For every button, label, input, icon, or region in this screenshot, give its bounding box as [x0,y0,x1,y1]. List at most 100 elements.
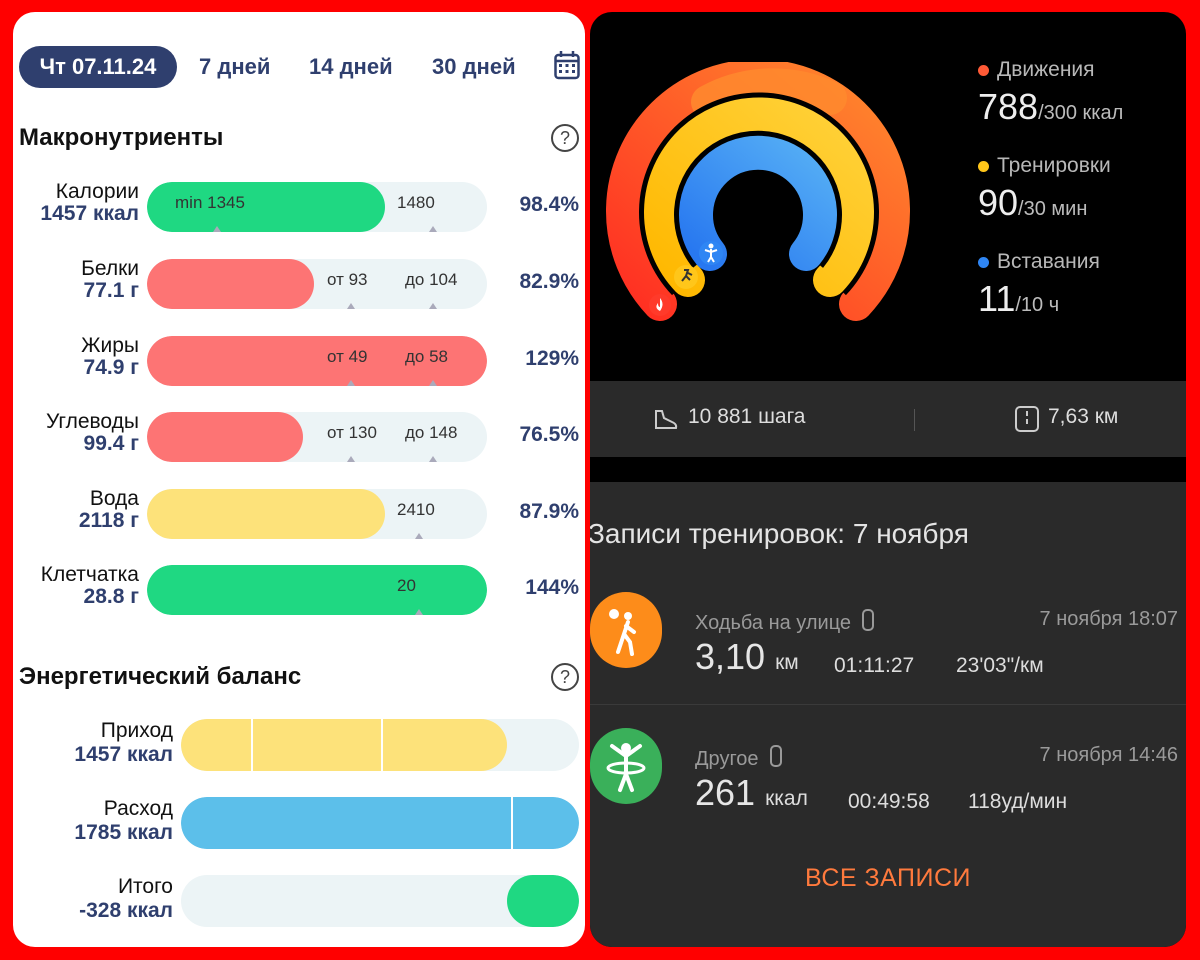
exercise-ring [639,92,879,297]
macro-range-tick [415,609,423,615]
macro-range-mark: от 93 [327,270,368,289]
legend-title: Вставания [978,250,1100,274]
macro-range-tick [347,456,355,462]
energy-bar-fill [181,797,579,849]
energy-value: 1457 ккал [74,743,173,766]
macro-bar-fill [147,565,487,615]
macro-value: 77.1 г [83,279,139,302]
macro-range-mark: до 58 [405,347,449,366]
record-name-text: Другое [695,748,759,770]
record-main-number: 261 [695,772,756,813]
macro-row: Калории 1457 ккал min 1345 1480 98.4% [13,180,585,234]
legend-value-number: 90 [978,182,1019,223]
hula-hoop-person-icon [590,728,662,804]
macro-range-mark: от 49 [327,347,368,366]
energy-row: Итого -328 ккал [13,875,585,929]
legend-title: Тренировки [978,154,1111,178]
all-records-button[interactable]: ВСЕ ЗАПИСИ [805,864,971,892]
workout-record[interactable]: Другое 7 ноября 14:46 261 ккал 00:49:58 118у… [590,728,1186,858]
macro-bar: 20 [147,565,487,615]
tab-7-days[interactable]: 7 дней [199,54,271,79]
tab-30-days[interactable]: 30 дней [432,54,516,79]
legend-value: 90/30 мин [978,182,1087,224]
macro-row: Углеводы 99.4 г от 130 до 148 76.5% [13,410,585,464]
macro-range-tick [429,226,437,232]
watch-icon [769,745,782,767]
macro-label: Вода [89,487,139,510]
macro-bar-fill [147,489,385,539]
energy-bar [181,719,579,771]
energy-row: Расход 1785 ккал [13,797,585,851]
macro-range-mark: до 148 [405,423,458,442]
legend-value: 11/10 ч [978,278,1059,320]
macro-label: Калории [55,180,139,203]
record-main-value: 261 ккал [695,772,808,814]
legend-title: Движения [978,58,1095,82]
macro-percent: 82.9% [519,270,579,293]
macro-range-mark: от 130 [327,423,377,442]
macro-label: Белки [81,257,139,280]
record-name: Ходьба на улице [695,608,875,635]
energy-value: 1785 ккал [74,821,173,844]
macro-percent: 144% [525,576,579,599]
macro-range-tick [429,380,437,386]
macro-range-mark: 2410 [397,500,435,519]
energy-bar-divider [511,797,513,849]
legend-dot [978,160,989,172]
macro-bar-fill [147,259,314,309]
energy-label: Приход [100,719,173,742]
record-duration: 01:11:27 [834,654,915,677]
energy-bar-divider [381,719,383,771]
legend-label: Вставания [997,250,1100,273]
macro-range-tick [347,380,355,386]
legend-value: 788/300 ккал [978,86,1123,128]
macro-bar: от 130 до 148 [147,412,487,462]
legend-label: Движения [997,58,1095,81]
record-time: 7 ноября 18:07 [1039,608,1178,630]
record-main-unit: км [775,651,799,674]
macro-bar-fill [147,412,304,462]
tab-14-days[interactable]: 14 дней [309,54,393,79]
energy-help-icon[interactable]: ? [551,663,579,691]
stand-ring [674,130,842,271]
record-main-value: 3,10 км [695,636,799,678]
workout-record[interactable]: Ходьба на улице 7 ноября 18:07 3,10 км 01:1… [590,592,1186,722]
macro-range-tick [213,226,221,232]
macro-value: 2118 г [78,509,139,532]
activity-panel: Движения 788/300 ккал Тренировки 90/30 мин В… [590,12,1186,947]
divider [590,704,1186,705]
energy-bar [181,875,579,927]
energy-bar-fill [507,875,579,927]
macro-bar-fill [147,182,385,232]
watch-icon [862,609,875,631]
record-name: Другое [695,744,783,771]
record-main-number: 3,10 [695,636,766,677]
steps-distance-strip: 10 881 шага 7,63 км [590,381,1186,457]
macro-range-tick [429,303,437,309]
macro-bar: от 49 до 58 [147,336,487,386]
activity-rings[interactable] [598,62,918,352]
macro-percent: 76.5% [519,423,579,446]
macro-range-tick [415,533,423,539]
energy-bar-fill [181,719,508,771]
macro-range-mark: 1480 [397,193,435,212]
macro-value: 28.8 г [83,585,139,608]
macro-range-mark: 20 [397,576,416,595]
legend-value-number: 788 [978,86,1039,127]
macro-value: 1457 ккал [40,202,139,225]
calendar-icon[interactable] [554,50,580,80]
record-main-unit: ккал [765,787,808,810]
energy-bar-divider [251,719,253,771]
macros-help-icon[interactable]: ? [551,124,579,152]
tab-today[interactable]: Чт 07.11.24 [19,46,177,88]
macro-label: Углеводы [45,410,139,433]
record-secondary-stat: 118уд/мин [968,790,1068,813]
macro-label: Клетчатка [40,563,139,586]
macro-row: Белки 77.1 г от 93 до 104 82.9% [13,257,585,311]
distance-value: 7,63 км [1048,405,1119,428]
macro-range-mark: min 1345 [175,193,245,212]
records-title: Записи тренировок: 7 ноября [590,518,969,549]
macro-row: Клетчатка 28.8 г 20 144% [13,563,585,617]
workout-records: Записи тренировок: 7 ноября Ходьба на ул… [590,482,1186,947]
macro-row: Вода 2118 г 2410 87.9% [13,487,585,541]
